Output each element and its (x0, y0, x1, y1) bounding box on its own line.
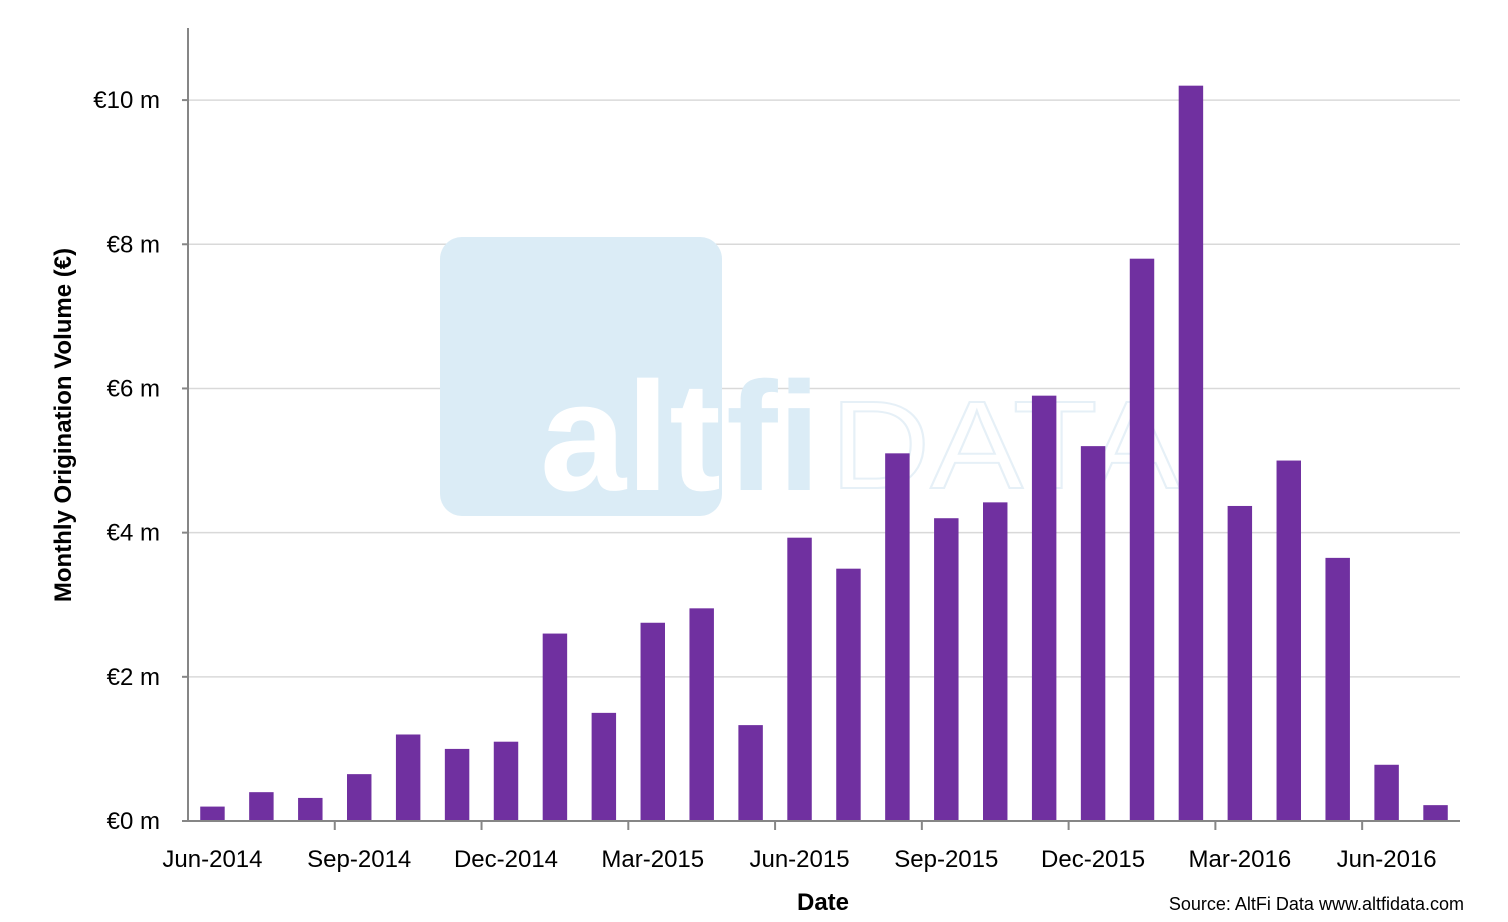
bar-Jan-2015 (542, 633, 568, 821)
bar-Oct-2014 (395, 734, 421, 821)
x-tick-label-0: Jun-2014 (162, 846, 262, 873)
bar-Mar-2015 (640, 622, 665, 821)
bar-Jun-2014 (200, 806, 225, 821)
altfi-data-watermark: alt fi DATA (440, 237, 1182, 523)
bar-Sep-2014 (347, 774, 372, 821)
bar-Jul-2015 (836, 568, 861, 821)
bar-Dec-2015 (1080, 446, 1106, 821)
y-axis-title: Monthly Origination Volume (€) (50, 248, 77, 602)
x-tick-label-1: Sep-2014 (307, 846, 411, 873)
bar-Dec-2014 (493, 741, 519, 821)
bar-Feb-2015 (591, 712, 617, 821)
bar-Sep-2015 (934, 518, 959, 821)
watermark-box (440, 237, 722, 516)
bar-Aug-2014 (298, 797, 323, 821)
x-axis-title: Date (797, 889, 849, 916)
watermark-fi: fi (726, 350, 821, 523)
y-tick-label-0: €0 m (107, 808, 160, 835)
y-tick-label-4: €8 m (107, 231, 160, 258)
bar-Apr-2015 (689, 608, 714, 821)
x-tick-label-8: Jun-2016 (1337, 846, 1437, 873)
y-tick-labels: €0 m €2 m €4 m €6 m €8 m €10 m (93, 87, 160, 835)
x-tick-label-6: Dec-2015 (1041, 846, 1145, 873)
bar-Jun-2016 (1374, 764, 1399, 821)
bar-Jan-2016 (1129, 258, 1155, 821)
watermark-alt: alt (540, 350, 721, 523)
bar-Aug-2015 (885, 453, 910, 821)
x-tick-labels: Jun-2014 Sep-2014 Dec-2014 Mar-2015 Jun-2015… (162, 846, 1436, 873)
bar-Jun-2015 (787, 537, 812, 821)
x-tick-label-4: Jun-2015 (749, 846, 849, 873)
bar-Apr-2016 (1276, 460, 1301, 821)
x-tick-label-3: Mar-2015 (601, 846, 704, 873)
source-note: Source: AltFi Data www.altfidata.com (1169, 894, 1464, 914)
watermark-data: DATA (830, 376, 1181, 515)
bar-series (200, 85, 1448, 821)
y-tick-label-5: €10 m (93, 87, 160, 114)
bar-Feb-2016 (1178, 85, 1204, 821)
x-tick-label-5: Sep-2015 (894, 846, 998, 873)
bar-Jul-2014 (249, 792, 274, 821)
y-tick-label-3: €6 m (107, 375, 160, 402)
bar-Nov-2015 (1031, 395, 1057, 821)
bar-Oct-2015 (983, 502, 1008, 821)
bar-Jul-2016 (1423, 805, 1448, 821)
axes (182, 28, 1460, 830)
gridlines (188, 99, 1460, 678)
y-tick-label-2: €4 m (107, 520, 160, 547)
bar-Mar-2016 (1227, 505, 1253, 821)
bar-May-2015 (738, 725, 763, 821)
x-tick-label-2: Dec-2014 (454, 846, 558, 873)
x-tick-label-7: Mar-2016 (1188, 846, 1291, 873)
y-tick-label-1: €2 m (107, 664, 160, 691)
bar-Nov-2014 (444, 748, 470, 821)
bar-May-2016 (1325, 557, 1350, 821)
